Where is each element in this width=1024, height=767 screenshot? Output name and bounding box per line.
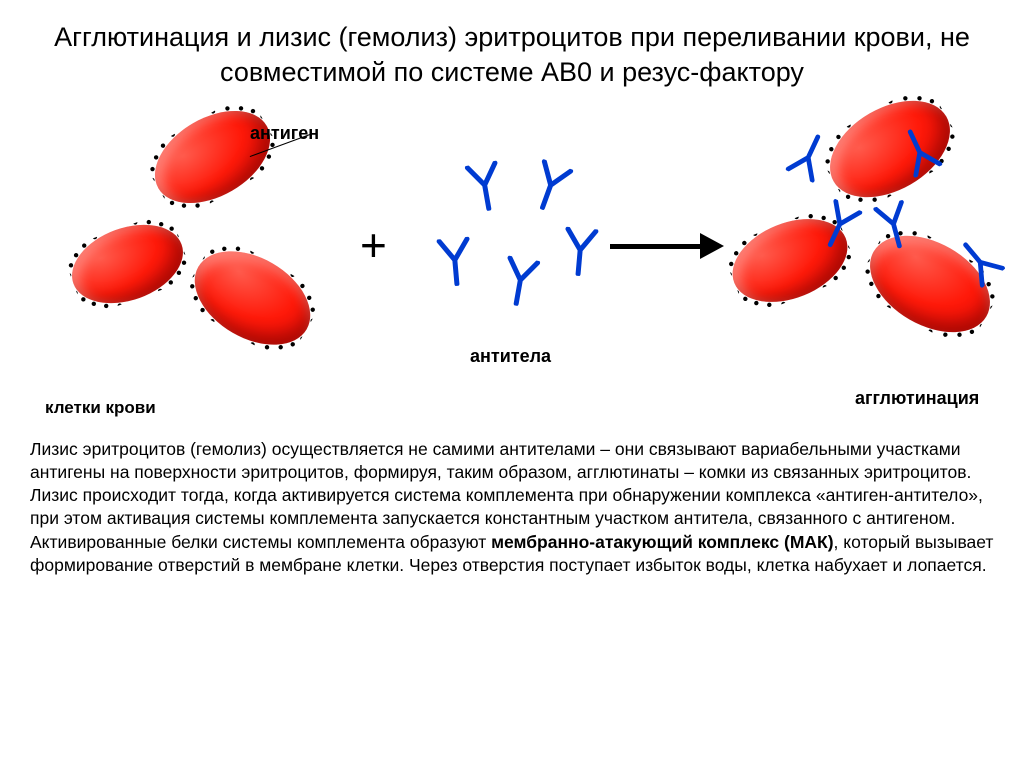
- rbc-body: [178, 232, 326, 364]
- agglutination-label: агглютинация: [855, 388, 979, 409]
- erythrocyte: [61, 211, 194, 318]
- rbc-group-left: [70, 118, 330, 378]
- antibody-y-icon: [433, 237, 477, 288]
- erythrocyte: [139, 92, 286, 222]
- arrow-head-icon: [700, 233, 724, 259]
- rbc-body: [813, 81, 967, 217]
- reaction-arrow: [610, 233, 724, 259]
- rbc-body: [139, 92, 286, 222]
- blood-cells-label: клетки крови: [45, 398, 156, 418]
- antibodies-label: антитела: [470, 346, 551, 367]
- agglutination-diagram: антиген клетки крови + антитела агглютин…: [30, 108, 994, 428]
- antibody-y-icon: [496, 255, 544, 309]
- antibody-y-icon: [523, 158, 577, 217]
- rbc-body: [61, 211, 194, 318]
- body-text: Лизис эритроцитов (гемолиз) осуществляет…: [30, 438, 994, 577]
- para-bold: мембранно-атакующий комплекс (МАК): [491, 532, 833, 552]
- erythrocyte: [813, 81, 967, 217]
- antibody-y-icon: [461, 160, 509, 214]
- plus-symbol: +: [360, 218, 387, 272]
- arrow-shaft: [610, 244, 700, 249]
- slide-title: Агглютинация и лизис (гемолиз) эритроцит…: [30, 20, 994, 90]
- erythrocyte: [178, 232, 326, 364]
- antibody-y-icon: [558, 227, 602, 278]
